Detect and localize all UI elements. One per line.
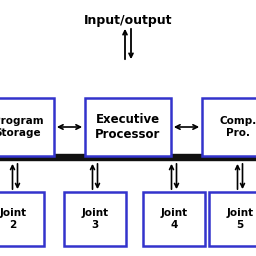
Bar	[64, 192, 126, 246]
Text: Joint
5: Joint 5	[227, 208, 253, 230]
Bar	[143, 192, 205, 246]
Text: Input/output: Input/output	[84, 14, 172, 27]
Text: Comp.
Pro.: Comp. Pro.	[219, 116, 256, 138]
Bar	[202, 98, 256, 156]
Bar	[0, 192, 44, 246]
Bar	[209, 192, 256, 246]
Text: Joint
2: Joint 2	[0, 208, 27, 230]
Text: Joint
4: Joint 4	[161, 208, 188, 230]
Bar	[0, 98, 54, 156]
Text: Joint
3: Joint 3	[81, 208, 109, 230]
Text: Executive
Processor: Executive Processor	[95, 113, 161, 141]
Bar	[85, 98, 171, 156]
Text: Program
Storage: Program Storage	[0, 116, 43, 138]
